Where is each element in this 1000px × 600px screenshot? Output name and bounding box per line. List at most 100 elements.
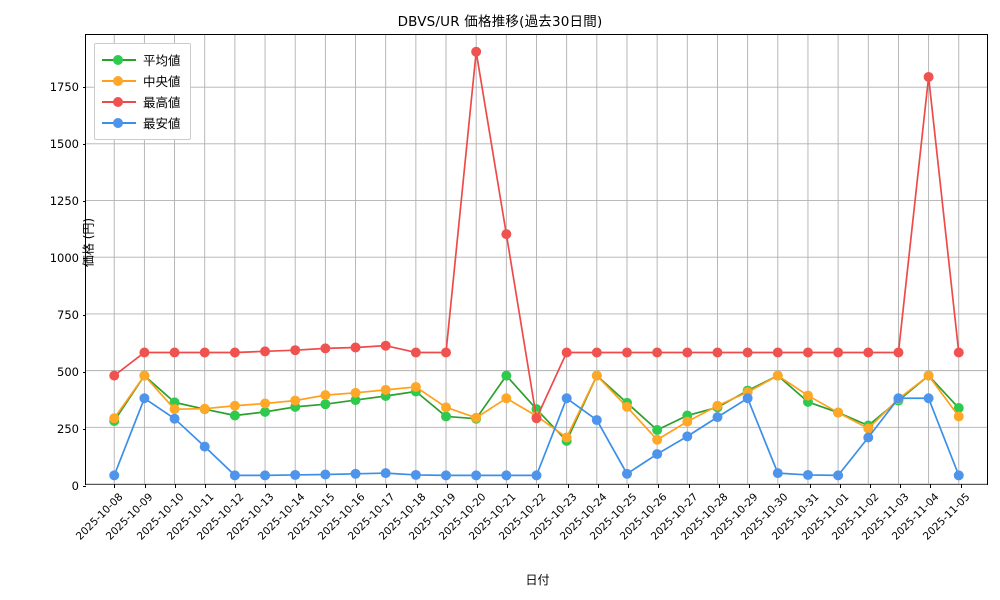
data-point	[742, 347, 753, 358]
data-point	[953, 403, 964, 414]
data-point	[229, 410, 240, 421]
data-point	[802, 390, 813, 401]
data-point	[471, 46, 482, 57]
legend-label: 最安値	[143, 116, 181, 131]
data-point	[531, 470, 542, 481]
data-point	[501, 470, 512, 481]
data-point	[471, 470, 482, 481]
data-point	[199, 441, 210, 452]
x-tick-mark	[386, 484, 388, 488]
series-line-2	[113, 50, 960, 420]
data-point	[410, 381, 421, 392]
legend-item-0[interactable]: 平均値	[102, 49, 181, 70]
data-point	[833, 470, 844, 481]
x-tick-mark	[960, 484, 962, 488]
y-tick-mark	[82, 201, 86, 203]
x-tick-mark	[477, 484, 479, 488]
x-tick-mark	[356, 484, 358, 488]
x-tick-mark	[295, 484, 297, 488]
data-point	[199, 347, 210, 358]
x-tick-mark	[658, 484, 660, 488]
y-tick-mark	[82, 429, 86, 431]
data-point	[682, 416, 693, 427]
data-point	[441, 402, 451, 413]
y-tick-label: 0	[71, 479, 79, 493]
data-point	[802, 347, 813, 358]
data-point	[501, 393, 512, 404]
x-tick-mark	[114, 484, 116, 488]
legend-label: 中央値	[143, 74, 181, 89]
data-point	[350, 395, 361, 406]
legend-swatch-icon	[102, 75, 136, 87]
data-point	[953, 347, 964, 358]
chart-legend: 平均値中央値最高値最安値	[94, 43, 191, 140]
data-point	[772, 468, 783, 479]
x-tick-mark	[749, 484, 751, 488]
plot-area: 0 250 500 750 1000 1250 1500 1750 2025-10-08 202…	[50, 34, 988, 587]
x-tick-mark	[900, 484, 902, 488]
data-point	[229, 470, 240, 481]
data-point	[591, 370, 602, 381]
data-point	[712, 412, 723, 423]
y-tick-mark	[82, 372, 86, 374]
legend-item-3[interactable]: 最安値	[102, 112, 181, 133]
y-tick-label: 250	[57, 422, 79, 437]
data-point	[410, 469, 421, 480]
data-point	[772, 347, 783, 358]
x-tick-mark	[325, 484, 327, 488]
data-point	[953, 470, 964, 481]
x-tick-mark	[174, 484, 176, 488]
data-point	[169, 347, 180, 358]
x-tick-mark	[779, 484, 781, 488]
data-point	[199, 403, 210, 414]
y-axis-label: 価格 (円)	[81, 217, 96, 268]
data-point	[260, 406, 271, 417]
data-point	[863, 432, 874, 443]
x-tick-mark	[144, 484, 146, 488]
data-point	[622, 468, 632, 479]
data-point	[652, 347, 663, 358]
data-point	[380, 384, 391, 395]
data-point	[380, 468, 391, 479]
data-point	[893, 393, 904, 404]
data-point	[652, 434, 663, 445]
data-point	[682, 347, 693, 358]
x-axis-label: 日付	[525, 573, 550, 587]
data-point	[622, 347, 632, 358]
x-tick-mark	[597, 484, 599, 488]
x-tick-mark	[235, 484, 237, 488]
data-point	[561, 393, 572, 404]
data-point	[833, 347, 844, 358]
x-tick-mark	[718, 484, 720, 488]
legend-swatch-icon	[102, 117, 136, 129]
legend-item-2[interactable]: 最高値	[102, 91, 181, 112]
y-tick-mark	[82, 315, 86, 317]
y-tick-label: 750	[57, 308, 79, 323]
data-point	[109, 370, 120, 381]
data-point	[441, 470, 451, 481]
data-point	[320, 399, 331, 410]
data-point	[139, 347, 150, 358]
y-tick-mark	[82, 258, 86, 260]
legend-swatch-icon	[102, 54, 136, 66]
data-point	[350, 387, 361, 398]
data-point	[109, 413, 120, 424]
y-tick-mark	[82, 144, 86, 146]
data-point	[260, 346, 271, 357]
x-tick-mark	[839, 484, 841, 488]
y-tick-label: 1750	[49, 80, 79, 95]
legend-item-1[interactable]: 中央値	[102, 70, 181, 91]
data-point	[501, 370, 512, 381]
legend-label: 平均値	[143, 53, 181, 68]
data-point	[471, 412, 482, 423]
data-point	[139, 393, 150, 404]
data-point	[682, 431, 693, 442]
data-point	[260, 398, 271, 409]
data-point	[229, 347, 240, 358]
data-point	[652, 425, 663, 436]
data-point	[169, 404, 180, 415]
data-point	[320, 469, 331, 480]
data-point	[260, 470, 271, 481]
x-tick-mark	[446, 484, 448, 488]
data-point	[531, 413, 542, 424]
